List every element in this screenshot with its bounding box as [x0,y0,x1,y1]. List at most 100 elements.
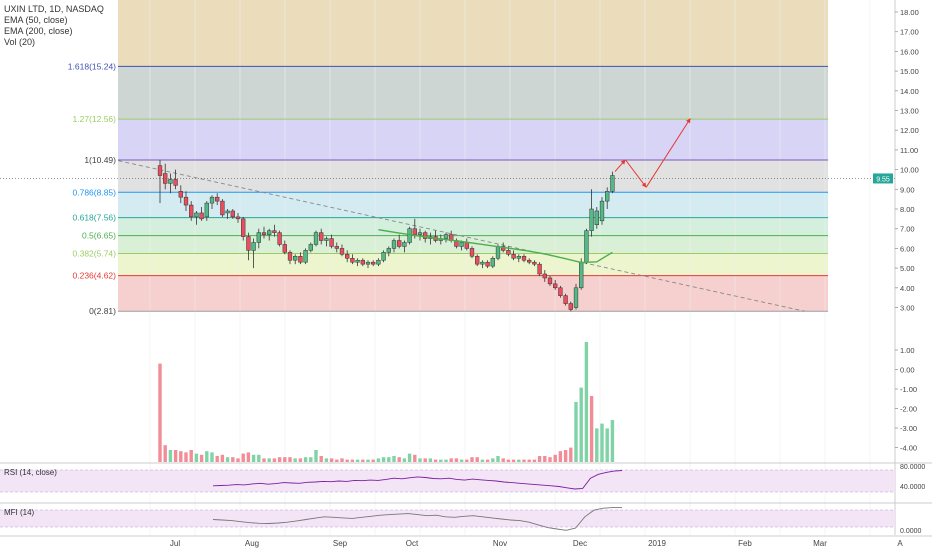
candle-body [308,244,313,251]
candle-body [199,212,204,220]
candle-body [568,303,573,310]
fib-label: 0.618(7.56) [73,213,117,223]
trend-line [118,160,805,312]
volume-bar [454,458,459,462]
volume-bar [522,459,526,462]
candle-body [350,258,355,263]
price-tick-label: 6.00 [900,244,915,253]
price-axis: 18.00 17.00 16.00 15.00 14.00 13.00 12.00 11.00… [0,0,919,535]
candle-body [402,242,407,247]
fib-label: 0.236(4.62) [73,271,117,281]
volume-bar [465,459,469,462]
fib-label: 0.786(8.85) [73,187,117,197]
candle-body [573,287,579,308]
legend-ema50[interactable]: EMA (50, close) [4,15,68,25]
volume-bar [558,451,563,462]
legend-ema200[interactable]: EMA (200, close) [4,26,73,36]
candle-body [324,238,329,241]
candle-body [261,232,267,235]
volume-bar [277,457,282,462]
volume-bar [303,457,308,462]
candle-body [610,175,615,192]
volume-bar [532,459,537,462]
time-tick-label: A [897,539,903,548]
volume-bar [199,454,204,462]
volume-bar [267,458,271,462]
rsi-tick-label: 40.0000 [900,484,925,491]
volume-bar [475,457,479,462]
arrow-head [641,182,647,188]
candle-body [194,212,199,218]
volume-bar [506,459,511,462]
price-tick-label: 4.00 [900,284,915,293]
mfi-label[interactable]: MFI (14) [4,508,35,517]
price-tick-label: 9.00 [900,185,915,194]
candle-body [527,259,532,263]
candle-body [459,242,464,247]
candle-body [267,230,272,235]
volume-bar [205,451,209,462]
candle-body [220,200,225,216]
volume-tick-label: 1.00 [900,346,915,355]
ema-line [378,228,613,264]
rsi-label[interactable]: RSI (14, close) [4,468,57,477]
projection-arrow [625,159,647,188]
price-tick-label: 17.00 [900,28,919,37]
candle-body [173,179,178,186]
volume-bar [397,457,401,462]
time-tick-label: Sep [333,539,348,548]
volume-bar [350,459,355,462]
price-tick-label: 8.00 [900,205,915,214]
indicator-line [212,470,623,490]
volume-bar [491,458,495,462]
fib-band [118,159,828,193]
candle-body [319,232,324,241]
candle-body [313,232,319,245]
candle-body [537,263,542,275]
volume-bar [501,458,505,462]
volume-bar [537,456,542,462]
volume-bar [314,450,318,462]
fib-label: 1.27(12.56) [73,114,117,124]
price-tick-label: 10.00 [900,166,919,175]
volume-bar [184,452,188,462]
fib-band [118,192,828,218]
candle-body [521,256,527,261]
volume-bar [335,459,339,462]
volume-bar [189,450,193,462]
volume-bar [283,457,287,462]
fib-band [118,235,828,254]
candle-body [386,248,391,253]
mfi-tick-label: 0.0000 [900,528,922,535]
candle-body [412,228,417,235]
candle-body [443,234,449,239]
legend-vol[interactable]: Vol (20) [4,37,36,47]
fibonacci-labels: 0(2.81) 0.236(4.62) 0.382(5.74) 0.5(6.65) 0.… [68,61,116,316]
candle-body [339,248,345,255]
time-tick-label: Nov [493,539,507,548]
volume-bar [215,456,219,462]
volume-bar [527,459,531,462]
volume-bar [589,396,594,462]
volume-bar [480,459,485,462]
candle-body [589,208,594,231]
volume-bar [543,456,547,462]
ema-line [378,228,613,264]
volume-bar [584,342,589,462]
volume-tick-label: -4.00 [900,444,917,453]
volume-bar [485,459,490,462]
price-tick-label: 11.00 [900,146,918,155]
volume-bar [158,363,162,462]
projection-arrows [614,118,691,188]
volume-bar [381,457,386,462]
volume-bar [366,459,370,462]
volume-bar [231,457,235,462]
time-axis: Jul Aug Sep Oct Nov Dec 2019 Feb Mar A [0,535,932,548]
candle-body [235,216,241,220]
candle-body [464,242,469,249]
volume-bar [345,459,349,462]
volume-bar [402,458,407,462]
candle-body [272,230,277,233]
price-tick-label: 12.00 [900,126,919,135]
